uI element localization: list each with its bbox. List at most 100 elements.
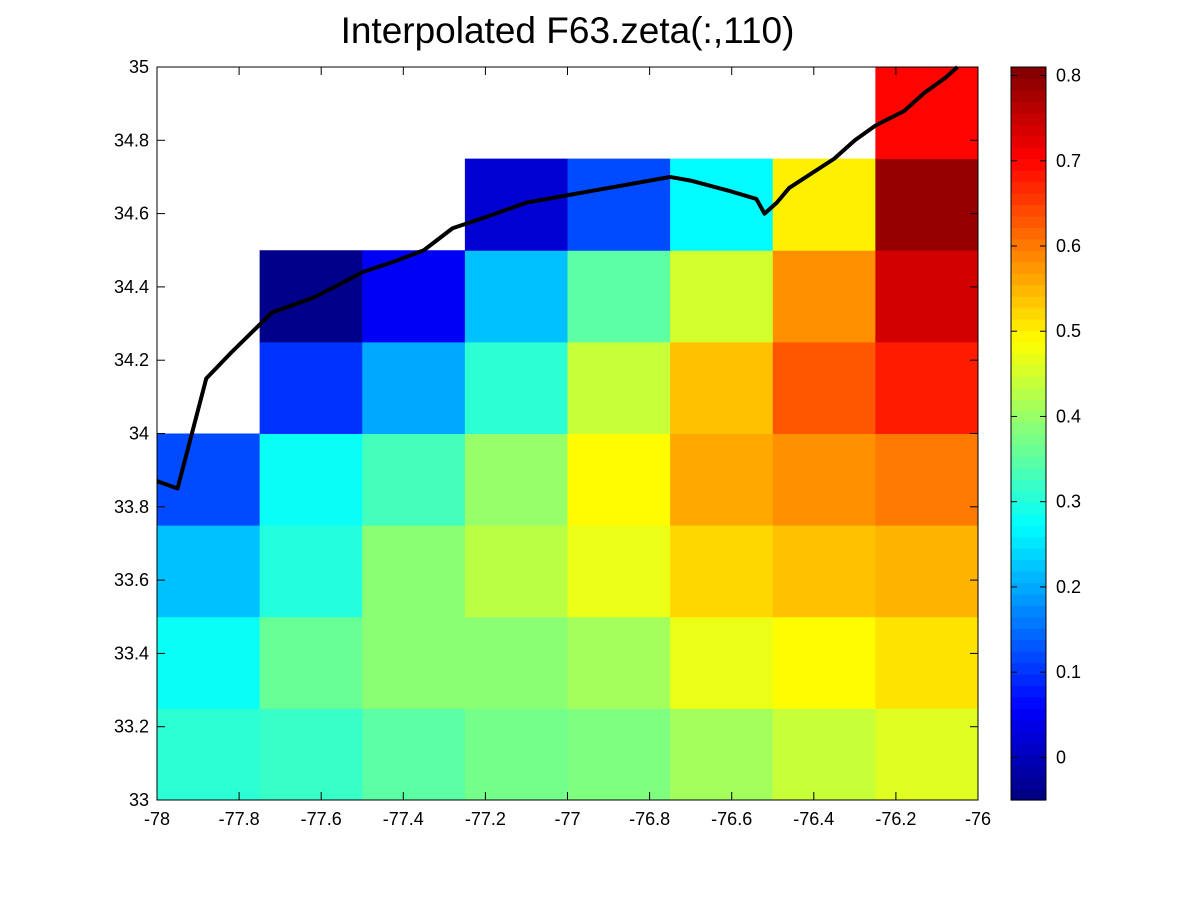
coastline-line (156, 65, 959, 491)
colorbar-band (1011, 204, 1046, 217)
colorbar-band (1011, 399, 1046, 412)
colorbar-band (1011, 639, 1046, 652)
colorbar-band (1011, 353, 1046, 366)
colorbar-band (1011, 273, 1046, 286)
colorbar-frame (1010, 66, 1047, 801)
colorbar-band (1011, 330, 1046, 343)
heatmap-cell (464, 708, 568, 801)
colorbar-band (1011, 238, 1046, 251)
x-tick-label: -76.4 (793, 809, 834, 829)
heatmap-cell (875, 616, 979, 709)
colorbar-band (1011, 651, 1046, 664)
colorbar-band (1011, 433, 1046, 446)
colorbar-band (1011, 456, 1046, 469)
y-tick-label: 34 (129, 424, 149, 444)
y-tick-label: 34.2 (114, 350, 149, 370)
heatmap-cell (772, 616, 876, 709)
heatmap-cell (772, 525, 876, 618)
colorbar-ticks: 0 0.1 0.2 0.3 0.4 0.5 0.6 0.7 0.8 (1011, 66, 1081, 767)
heatmap-cell (362, 250, 466, 343)
heatmap-cell (259, 433, 363, 526)
heatmap-cell (259, 341, 363, 434)
heatmap-cell (670, 250, 774, 343)
colorbar-band (1011, 170, 1046, 183)
heatmap-cell (875, 250, 979, 343)
colorbar-tick-label: 0.2 (1056, 577, 1081, 597)
coastline (156, 65, 959, 491)
heatmap-cell (362, 433, 466, 526)
x-axis-ticks: -78 -77.8 -77.6 -77.4 -77.2 -77 -76.8 -76.6 -76.… (144, 67, 991, 829)
heatmap-cell (464, 525, 568, 618)
heatmap-cell (670, 525, 774, 618)
colorbar-band (1011, 147, 1046, 160)
heatmap-cell (772, 433, 876, 526)
heatmap-cell (772, 250, 876, 343)
colorbar-tick-label: 0.3 (1056, 492, 1081, 512)
y-tick-label: 33 (129, 790, 149, 810)
x-tick-label: -76.6 (711, 809, 752, 829)
colorbar-band (1011, 227, 1046, 240)
colorbar-tick-label: 0.7 (1056, 151, 1081, 171)
colorbar-band (1011, 124, 1046, 137)
heatmap-cell (670, 616, 774, 709)
colorbar-band (1011, 662, 1046, 675)
colorbar-band (1011, 754, 1046, 767)
colorbar-band (1011, 296, 1046, 309)
heatmap-cell (259, 708, 363, 801)
colorbar-band (1011, 341, 1046, 354)
colorbar-tick-label: 0.1 (1056, 662, 1081, 682)
colorbar-band (1011, 192, 1046, 206)
heatmap-cell (157, 708, 261, 801)
colorbar-tick-label: 0.6 (1056, 236, 1081, 256)
colorbar-band (1011, 616, 1046, 629)
colorbar (1010, 66, 1047, 801)
heatmap-cell (259, 250, 363, 343)
colorbar-band (1011, 605, 1046, 618)
x-tick-label: -76 (965, 809, 991, 829)
colorbar-band (1011, 158, 1046, 171)
colorbar-band (1011, 777, 1046, 790)
heatmap-cell (362, 708, 466, 801)
colorbar-tick-label: 0.8 (1056, 66, 1081, 86)
colorbar-band (1011, 101, 1046, 114)
heatmap-cell (875, 708, 979, 801)
x-tick-label: -77.8 (219, 809, 260, 829)
colorbar-band (1011, 387, 1046, 400)
colorbar-tick-label: 0 (1056, 747, 1066, 767)
colorbar-band (1011, 582, 1046, 595)
y-tick-label: 33.4 (114, 643, 149, 663)
colorbar-tick-label: 0.5 (1056, 321, 1081, 341)
x-tick-label: -76.8 (629, 809, 670, 829)
y-tick-label: 33.2 (114, 717, 149, 737)
y-axis-ticks: 33 33.2 33.4 33.6 33.8 34 34.2 34.4 34.6 34.8 35 (114, 57, 978, 810)
colorbar-band (1011, 696, 1046, 709)
colorbar-band (1011, 559, 1046, 572)
colorbar-band (1011, 376, 1046, 389)
heatmap-cell (772, 158, 876, 251)
heatmap-cell (875, 158, 979, 251)
colorbar-band (1011, 536, 1046, 549)
heatmap-cell (567, 250, 671, 343)
heatmap-cell (464, 616, 568, 709)
colorbar-band (1011, 444, 1046, 458)
colorbar-band (1011, 479, 1046, 492)
colorbar-band (1011, 742, 1046, 755)
heatmap-cells (157, 67, 979, 801)
colorbar-band (1011, 67, 1046, 80)
colorbar-band (1011, 548, 1046, 561)
colorbar-band (1011, 284, 1046, 297)
colorbar-band (1011, 307, 1046, 320)
x-tick-label: -77.2 (465, 809, 506, 829)
heatmap-cell (362, 525, 466, 618)
heatmap-cell (567, 433, 671, 526)
heatmap-cell (157, 616, 261, 709)
colorbar-band (1011, 250, 1046, 263)
heatmap-cell (670, 708, 774, 801)
x-tick-label: -78 (144, 809, 170, 829)
colorbar-band (1011, 765, 1046, 778)
heatmap-cell (875, 67, 979, 160)
colorbar-band (1011, 410, 1046, 423)
heatmap-cell (464, 433, 568, 526)
colorbar-band (1011, 719, 1046, 732)
colorbar-band (1011, 467, 1046, 480)
